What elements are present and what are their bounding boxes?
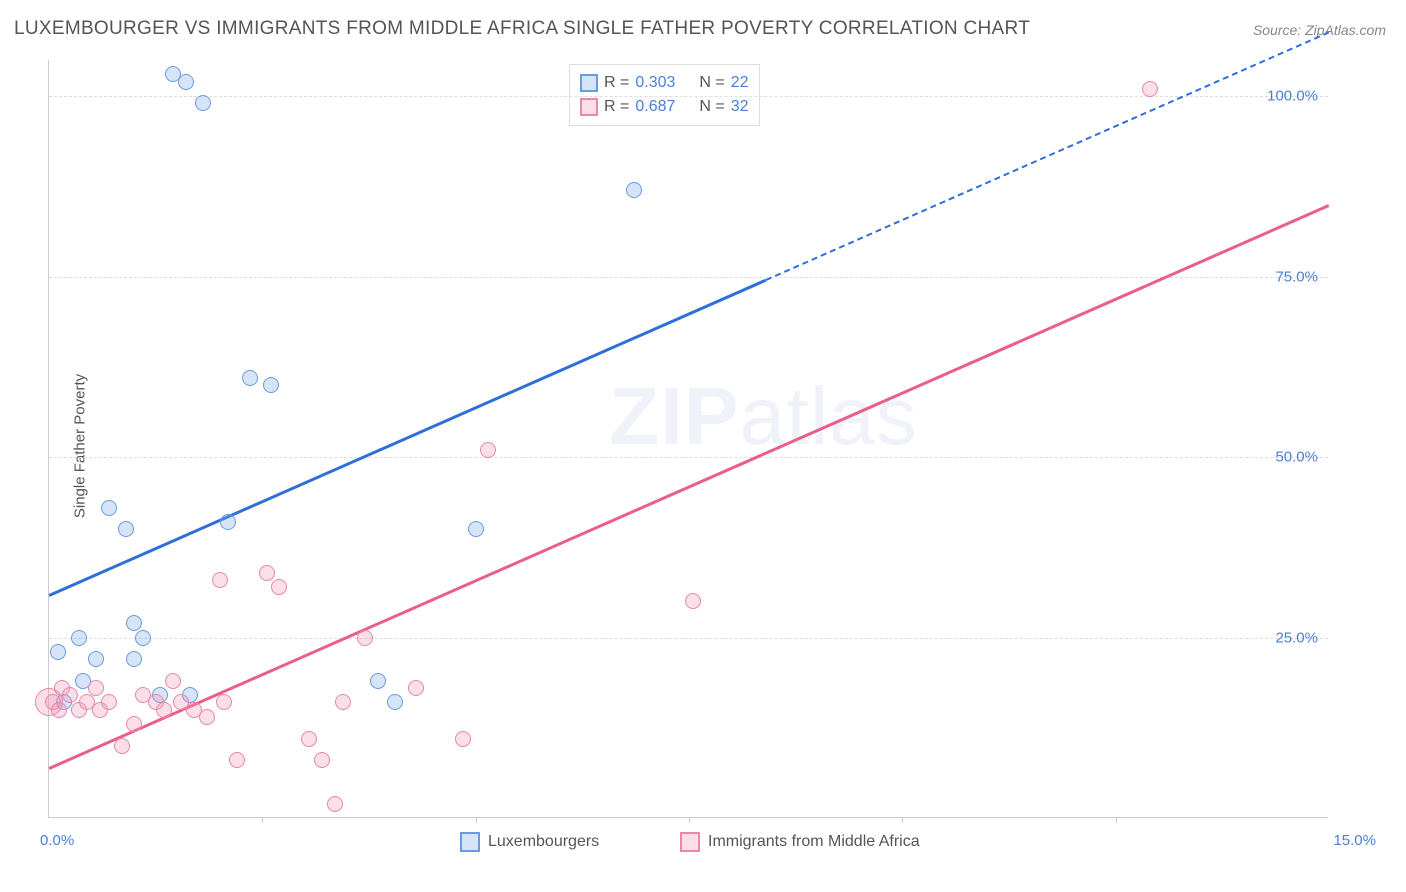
x-tick-mark — [1116, 817, 1117, 823]
data-point — [480, 442, 496, 458]
y-tick-label: 100.0% — [1267, 88, 1318, 105]
legend-row: R = 0.303 N = 22 — [580, 71, 749, 95]
n-label: N = — [699, 98, 724, 116]
data-point — [101, 694, 117, 710]
chart-title: LUXEMBOURGER VS IMMIGRANTS FROM MIDDLE A… — [14, 18, 1030, 40]
data-point — [165, 673, 181, 689]
data-point — [51, 702, 67, 718]
data-point — [101, 500, 117, 516]
gridline — [49, 96, 1328, 97]
legend-swatch-blue — [580, 74, 598, 92]
data-point — [118, 521, 134, 537]
r-value: 0.687 — [635, 98, 675, 116]
data-point — [126, 615, 142, 631]
n-value: 22 — [731, 74, 749, 92]
legend-swatch-pink — [680, 832, 700, 852]
data-point — [259, 565, 275, 581]
data-point — [455, 731, 471, 747]
data-point — [229, 752, 245, 768]
r-label: R = — [604, 98, 629, 116]
x-tick-max: 15.0% — [1333, 832, 1376, 849]
legend-swatch-blue — [460, 832, 480, 852]
data-point — [301, 731, 317, 747]
x-tick-mark — [476, 817, 477, 823]
data-point — [335, 694, 351, 710]
data-point — [242, 370, 258, 386]
data-point — [126, 651, 142, 667]
n-label: N = — [699, 74, 724, 92]
data-point — [387, 694, 403, 710]
data-point — [71, 630, 87, 646]
data-point — [271, 579, 287, 595]
plot-area: ZIPatlas R = 0.303 N = 22 R = 0.687 N = … — [48, 60, 1328, 818]
legend-label: Luxembourgers — [488, 833, 599, 851]
data-point — [220, 514, 236, 530]
data-point — [263, 377, 279, 393]
data-point — [156, 702, 172, 718]
chart-container: LUXEMBOURGER VS IMMIGRANTS FROM MIDDLE A… — [0, 0, 1406, 892]
x-tick-mark — [902, 817, 903, 823]
data-point — [212, 572, 228, 588]
legend-label: Immigrants from Middle Africa — [708, 833, 920, 851]
watermark-zip: ZIP — [609, 371, 740, 462]
data-point — [135, 630, 151, 646]
y-tick-label: 50.0% — [1275, 449, 1318, 466]
gridline — [49, 277, 1328, 278]
gridline — [49, 457, 1328, 458]
n-value: 32 — [731, 98, 749, 116]
x-tick-mark — [689, 817, 690, 823]
data-point — [314, 752, 330, 768]
data-point — [199, 709, 215, 725]
legend-row: R = 0.687 N = 32 — [580, 95, 749, 119]
data-point — [88, 651, 104, 667]
data-point — [468, 521, 484, 537]
data-point — [685, 593, 701, 609]
x-tick-min: 0.0% — [40, 832, 74, 849]
data-point — [370, 673, 386, 689]
data-point — [50, 644, 66, 660]
data-point — [1142, 81, 1158, 97]
trend-line — [48, 204, 1329, 769]
y-tick-label: 25.0% — [1275, 629, 1318, 646]
data-point — [327, 796, 343, 812]
data-point — [126, 716, 142, 732]
correlation-legend: R = 0.303 N = 22 R = 0.687 N = 32 — [569, 64, 760, 126]
data-point — [195, 95, 211, 111]
legend-swatch-pink — [580, 98, 598, 116]
data-point — [216, 694, 232, 710]
trend-line — [48, 279, 766, 597]
data-point — [178, 74, 194, 90]
data-point — [114, 738, 130, 754]
x-tick-mark — [262, 817, 263, 823]
legend-series-1: Luxembourgers — [460, 832, 599, 852]
watermark-atlas: atlas — [740, 371, 918, 462]
r-value: 0.303 — [635, 74, 675, 92]
r-label: R = — [604, 74, 629, 92]
data-point — [626, 182, 642, 198]
data-point — [408, 680, 424, 696]
y-tick-label: 75.0% — [1275, 268, 1318, 285]
data-point — [62, 687, 78, 703]
gridline — [49, 638, 1328, 639]
watermark: ZIPatlas — [609, 370, 918, 464]
data-point — [88, 680, 104, 696]
data-point — [357, 630, 373, 646]
legend-series-2: Immigrants from Middle Africa — [680, 832, 920, 852]
